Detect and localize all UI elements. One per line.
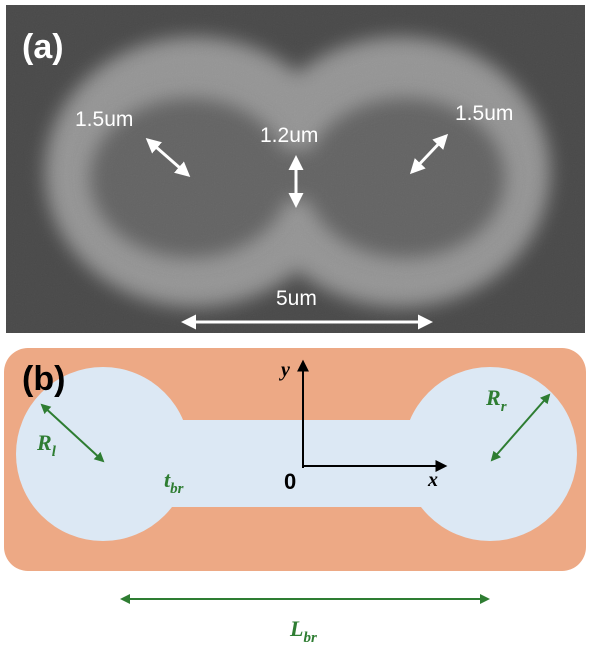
right-radius-label: 1.5um <box>455 102 513 125</box>
panel-b: (b) y x 0 Rl Rr tbr Lbr <box>4 348 586 646</box>
bridge-width-symbol: tbr <box>164 467 184 497</box>
x-axis-label: x <box>427 469 438 491</box>
y-axis-label: y <box>279 359 290 381</box>
panel-b-label: (b) <box>22 360 65 398</box>
left-radius-arrow <box>145 138 191 177</box>
right-radius-symbol: Rr <box>485 385 507 415</box>
length-label: 5um <box>276 287 317 310</box>
right-radius-symbol-arrow <box>490 393 551 462</box>
origin-label: 0 <box>284 469 296 494</box>
panel-a-label: (a) <box>22 28 64 66</box>
panel-a: (a) 1.5um 1.2um 1.5um 5um <box>6 5 585 333</box>
left-radius-symbol-arrow <box>40 403 105 463</box>
bridge-width-label: 1.2um <box>260 124 318 147</box>
left-radius-label: 1.5um <box>75 108 133 131</box>
right-radius-arrow <box>409 133 449 175</box>
bridge-length-symbol: Lbr <box>289 616 317 646</box>
left-radius-symbol: Rl <box>36 430 57 460</box>
bridge <box>150 420 450 507</box>
